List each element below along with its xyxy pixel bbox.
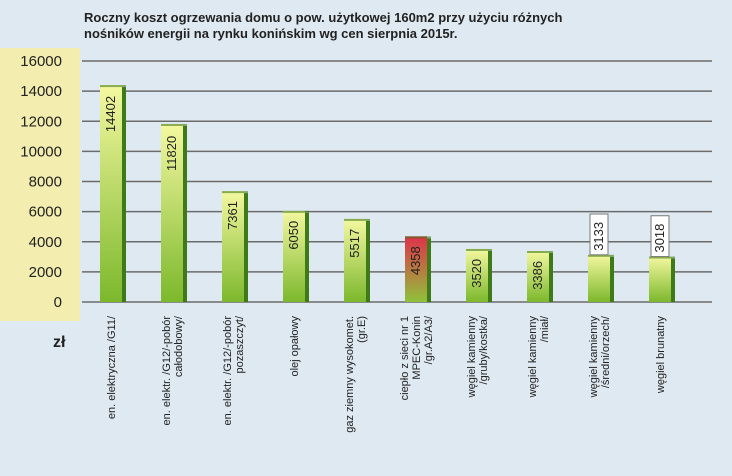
value-label: 3133 — [591, 222, 606, 251]
bar-cap — [283, 210, 309, 213]
x-tick-label: gaz ziemny wysokomet. — [344, 316, 356, 433]
y-tick-label: 12000 — [20, 113, 62, 130]
x-tick-label: węgiel kamienny — [588, 316, 600, 399]
bar — [283, 210, 305, 302]
bar-cap — [466, 248, 492, 251]
bar — [161, 123, 183, 303]
y-tick-label: 2000 — [29, 264, 62, 281]
bars — [100, 85, 675, 303]
bar-side — [305, 212, 309, 302]
bar-side — [122, 87, 126, 302]
bar — [466, 248, 488, 302]
bar-cap — [405, 236, 431, 239]
bar — [222, 191, 244, 302]
bar-cap — [649, 256, 675, 259]
x-tick-label: węgiel brunatny — [655, 316, 667, 395]
bar-side — [427, 238, 431, 302]
x-tick-labels: en. elektryczna /G11/en. elektr. /G12/-p… — [106, 315, 667, 433]
x-tick-label: (gr.E) — [356, 316, 368, 343]
bar-side — [610, 256, 614, 302]
x-tick-label: pozaszczyt/ — [234, 315, 246, 373]
x-tick-label: /średni/orzech/ — [600, 315, 612, 388]
x-tick-label: ciepło z sieci nr 1 — [399, 316, 411, 400]
y-tick-label: 10000 — [20, 143, 62, 160]
x-tick-label: /miał/ — [539, 315, 551, 342]
value-label: 6050 — [286, 221, 301, 250]
bar — [588, 254, 610, 302]
x-tick-label: /gr.A2/A3/ — [423, 315, 435, 364]
value-label: 5517 — [347, 229, 362, 258]
x-tick-label: en. elektryczna /G11/ — [106, 315, 118, 419]
y-tick-label: 14000 — [20, 83, 62, 100]
x-tick-label: en. elektr. /G12/-pobór — [222, 316, 234, 426]
bar — [344, 218, 366, 302]
value-label: 3386 — [530, 261, 545, 290]
y-axis-label: zł — [53, 334, 66, 351]
y-tick-label: 0 — [54, 294, 62, 311]
x-tick-label: węgiel kamienny — [466, 316, 478, 399]
bar-cap — [527, 250, 553, 253]
bar — [100, 85, 122, 302]
bar-side — [488, 250, 492, 302]
value-label: 7361 — [225, 201, 240, 230]
value-label: 3018 — [652, 224, 667, 253]
chart-title: Roczny koszt ogrzewania domu o pow. użyt… — [84, 10, 563, 41]
x-tick-label: węgiel kamienny — [527, 316, 539, 399]
value-labels: 14402 11820 7361 6050 5517 4358 3520 3386 3133 30… — [103, 96, 670, 290]
x-tick-label: /gruby/kostka/ — [478, 315, 490, 384]
axis-band — [0, 48, 80, 321]
y-tick-labels: 0 2000 4000 6000 8000 10000 12000 14000 16000 — [20, 53, 62, 311]
x-tick-label: olej opałowy — [289, 316, 301, 377]
bar — [527, 250, 549, 302]
bar — [405, 236, 427, 302]
y-tick-label: 8000 — [29, 174, 62, 191]
value-label: 14402 — [103, 96, 118, 132]
value-label-box — [650, 215, 670, 258]
x-tick-label: całodobowy/ — [173, 315, 185, 377]
x-tick-label: en. elektr. /G12/-pobór — [161, 316, 173, 426]
x-tick-label: MPEC-Konin — [411, 316, 423, 380]
bar-side — [671, 258, 675, 302]
bar — [649, 256, 671, 302]
title-line: nośników energii na rynku konińskim wg c… — [84, 26, 458, 41]
bar-cap — [344, 218, 370, 221]
y-tick-label: 4000 — [29, 234, 62, 251]
value-label: 11820 — [164, 136, 179, 171]
bar-cap — [100, 85, 126, 88]
value-label: 3520 — [469, 259, 484, 288]
bar-side — [244, 193, 248, 302]
y-tick-label: 6000 — [29, 204, 62, 221]
y-tick-label: 16000 — [20, 53, 62, 70]
value-label-box — [589, 213, 609, 256]
bar-cap — [588, 254, 614, 257]
bar-side — [366, 220, 370, 302]
bar-cap — [161, 123, 187, 126]
bar-side — [549, 252, 553, 302]
bar-cap — [222, 191, 248, 194]
bar-side — [183, 125, 187, 303]
value-label: 4358 — [408, 246, 423, 275]
title-line: Roczny koszt ogrzewania domu o pow. użyt… — [84, 10, 563, 25]
